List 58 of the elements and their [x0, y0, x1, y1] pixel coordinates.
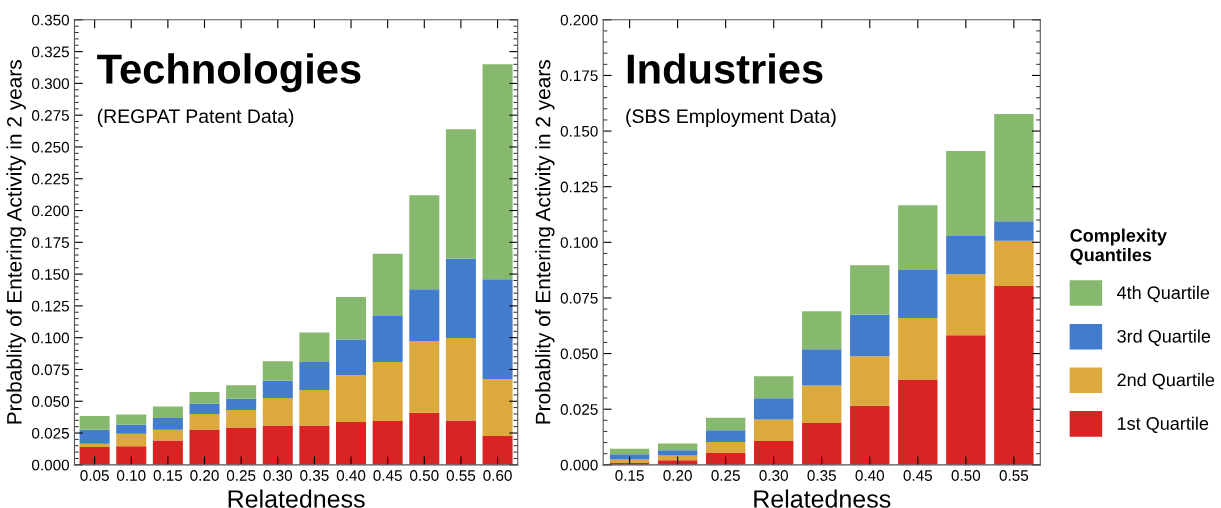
y-axis-title: Probablity of Entering Activity in 2 years: [6, 60, 26, 424]
y-tick-label: 0.225: [31, 173, 69, 185]
legend-label: 4th Quartile: [1117, 285, 1210, 303]
y-tick-label: 0.150: [560, 125, 598, 137]
legend-label: 2nd Quartile: [1117, 373, 1215, 390]
y-tick-label: 0.250: [31, 141, 70, 153]
text: (SBS Employment Data): [626, 108, 836, 127]
y-tick-label: 0.100: [560, 237, 598, 248]
x-tick-label: 0.45: [903, 470, 933, 481]
x-tick-label: 0.30: [759, 470, 788, 481]
x-tick-label: 0.55: [446, 470, 476, 481]
y-tick-label: 0.200: [31, 205, 70, 217]
x-tick-label: 0.20: [663, 470, 692, 481]
y-tick-label: 0.200: [560, 14, 598, 26]
y-tick-label: 0.000: [31, 459, 70, 471]
x-tick-label: 0.15: [153, 470, 183, 481]
y-tick-label: 0.025: [31, 427, 69, 439]
text: (REGPAT Patent Data): [97, 108, 294, 127]
x-tick-label: 0.15: [615, 470, 644, 481]
x-tick-label: 0.05: [80, 470, 109, 481]
legend-label: 3rd Quartile: [1117, 329, 1211, 346]
y-tick-label: 0.275: [31, 110, 69, 121]
x-tick-label: 0.45: [373, 470, 402, 481]
x-tick-label: 0.40: [855, 470, 885, 481]
y-tick-label: 0.050: [560, 348, 598, 360]
legend-label: 1st Quartile: [1117, 416, 1209, 434]
y-tick-label: 0.050: [31, 396, 70, 407]
x-tick-label: 0.20: [190, 470, 219, 481]
x-tick-label: 0.50: [410, 470, 439, 481]
y-tick-label: 0.325: [31, 46, 69, 58]
y-tick-label: 0.350: [31, 14, 70, 26]
x-tick-label: 0.35: [300, 470, 329, 481]
x-axis-title: Relatedness: [228, 489, 365, 508]
x-tick-label: 0.25: [226, 470, 256, 481]
y-tick-label: 0.025: [560, 404, 598, 415]
y-tick-label: 0.075: [31, 364, 69, 376]
x-tick-label: 0.55: [999, 470, 1029, 481]
x-tick-label: 0.40: [336, 470, 366, 481]
y-tick-label: 0.175: [31, 237, 69, 248]
legend-title: Complexity Quantiles: [1070, 228, 1167, 265]
x-tick-label: 0.50: [951, 470, 981, 481]
y-tick-label: 0.125: [31, 300, 69, 312]
y-tick-label: 0.175: [560, 70, 598, 82]
y-tick-label: 0.100: [31, 332, 70, 344]
y-tick-label: 0.150: [31, 268, 70, 280]
y-tick-label: 0.000: [560, 459, 598, 471]
y-tick-label: 0.075: [560, 292, 598, 304]
x-axis-title: Relatedness: [754, 489, 891, 508]
x-tick-label: 0.10: [116, 470, 146, 481]
x-tick-label: 0.25: [711, 470, 740, 481]
text: Industries: [627, 53, 823, 84]
text: Technologies: [97, 53, 361, 93]
y-tick-label: 0.125: [560, 181, 598, 193]
x-tick-label: 0.60: [483, 470, 512, 481]
y-axis-title: Probablity of Entering Activity in 2 years: [535, 60, 555, 424]
x-tick-label: 0.30: [263, 470, 293, 481]
x-tick-label: 0.35: [807, 470, 836, 481]
y-tick-label: 0.300: [31, 78, 70, 90]
